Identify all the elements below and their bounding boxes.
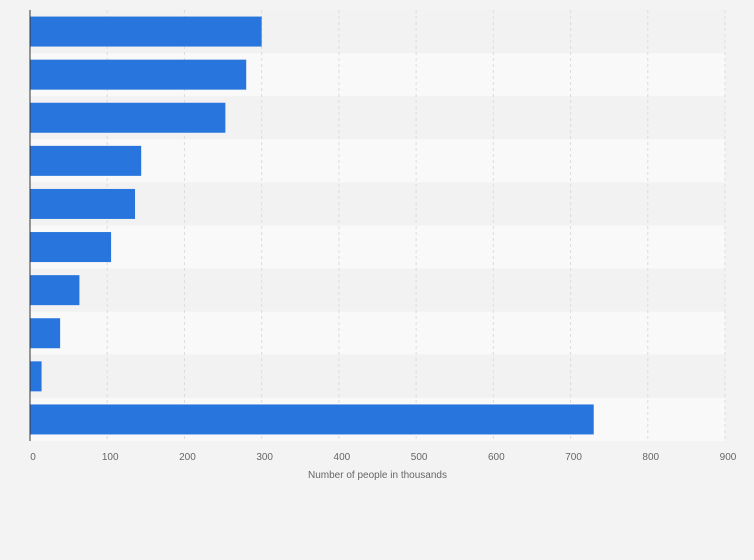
row-band [30, 139, 725, 183]
row-band [30, 354, 725, 398]
bar [30, 275, 80, 306]
bar [30, 188, 136, 219]
row-band [30, 268, 725, 312]
bars [30, 16, 594, 435]
x-tick-label: 800 [642, 452, 659, 463]
x-tick-label: 100 [102, 452, 119, 463]
bar [30, 145, 142, 176]
bar [30, 16, 262, 47]
x-tick-label: 700 [565, 452, 582, 463]
x-tick-label: 500 [411, 452, 428, 463]
bar [30, 318, 61, 349]
bar [30, 361, 42, 392]
bar [30, 232, 112, 263]
x-axis-ticks: 0 100 200 300 400 500 600 700 800 900 [30, 452, 737, 463]
bar [30, 404, 594, 435]
x-tick-label: 600 [488, 452, 505, 463]
x-tick-label: 200 [179, 452, 196, 463]
bar [30, 59, 247, 90]
x-tick-label: 900 [720, 452, 737, 463]
row-band [30, 182, 725, 226]
x-tick-label: 400 [334, 452, 351, 463]
bar [30, 102, 226, 133]
x-axis-title: Number of people in thousands [308, 470, 447, 481]
x-tick-label: 300 [256, 452, 273, 463]
row-band [30, 311, 725, 355]
x-tick-label: 0 [30, 452, 36, 463]
row-band [30, 225, 725, 269]
